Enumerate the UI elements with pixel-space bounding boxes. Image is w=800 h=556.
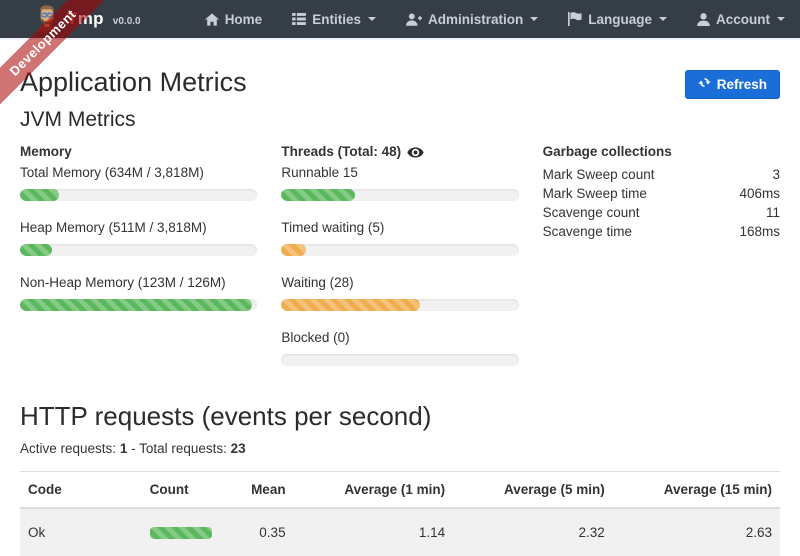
runnable-label: Runnable 15: [281, 165, 358, 180]
total-requests-value: 23: [230, 441, 246, 456]
active-requests-value: 1: [119, 441, 128, 456]
nav-item-administration[interactable]: Administration: [405, 11, 539, 27]
meter-fill: [149, 526, 212, 539]
summary-separator: -: [131, 441, 136, 456]
home-icon: [204, 12, 219, 26]
timed-waiting-label: Timed waiting (5): [281, 220, 385, 235]
app-title: Tmp: [67, 9, 104, 29]
waiting-label: Waiting (28): [281, 275, 354, 290]
jvm-metrics-row: Memory Total Memory (634M / 3,818M) Heap…: [20, 144, 780, 385]
gc-label: Mark Sweep count: [542, 167, 655, 182]
cell-avg-1min: 1.14: [293, 508, 454, 556]
meter-fill: [20, 189, 60, 201]
meter-fill: [281, 244, 306, 256]
nonheap-memory-progressbar: [20, 299, 258, 311]
page-head: Application Metrics Refresh: [20, 67, 780, 99]
garbage-column: Garbage collections Mark Sweep count 3 M…: [543, 144, 780, 385]
gc-row-scavenge-count: Scavenge count 11: [543, 203, 780, 222]
user-plus-icon: [405, 12, 422, 26]
meter-fill: [20, 244, 52, 256]
cell-mean: 0.35: [232, 508, 294, 556]
gc-value: 406ms: [739, 186, 780, 201]
page-title: Application Metrics: [20, 67, 247, 97]
col-header-code: Code: [20, 471, 142, 509]
garbage-header: Garbage collections: [542, 144, 672, 159]
heap-memory-label: Heap Memory (511M / 3,818M): [20, 220, 207, 235]
th-list-icon: [292, 13, 307, 25]
gc-row-scavenge-time: Scavenge time 168ms: [543, 222, 780, 241]
refresh-button[interactable]: Refresh: [684, 70, 780, 99]
gc-value: 168ms: [739, 224, 780, 239]
gc-row-mark-sweep-time: Mark Sweep time 406ms: [543, 184, 780, 203]
total-memory-progressbar: [20, 189, 258, 201]
cell-count: [141, 508, 233, 556]
memory-header: Memory: [20, 144, 72, 159]
refresh-label: Refresh: [716, 76, 767, 92]
chevron-down-icon: [367, 17, 376, 21]
nav-item-entities[interactable]: Entities: [292, 12, 376, 27]
navbar: Tmp v0.0.0 Home Entities: [0, 0, 800, 40]
runnable-progressbar: [281, 189, 519, 201]
http-requests-table: Code Count Mean Average (1 min) Average …: [20, 471, 780, 556]
table-row: Ok 0.35 1.14 2.32 2.63: [20, 508, 780, 556]
nav-item-language[interactable]: Language: [568, 12, 667, 27]
cell-avg-15min: 2.63: [612, 508, 780, 556]
nav-label: Administration: [427, 11, 524, 27]
gc-label: Scavenge time: [542, 224, 632, 239]
nav-label: Entities: [312, 11, 361, 27]
table-header-row: Code Count Mean Average (1 min) Average …: [20, 471, 780, 509]
eye-icon[interactable]: [407, 147, 424, 158]
blocked-label: Blocked (0): [281, 330, 350, 345]
app-title-first-letter: T: [67, 9, 78, 28]
blocked-progressbar: [281, 354, 519, 366]
nav-item-home[interactable]: Home: [204, 11, 263, 27]
col-header-avg-1min: Average (1 min): [293, 471, 454, 509]
gc-value: 11: [765, 205, 780, 220]
brand[interactable]: Tmp v0.0.0: [34, 3, 141, 36]
nav-label: Account: [716, 11, 770, 27]
col-header-avg-15min: Average (15 min): [612, 471, 780, 509]
total-memory-label: Total Memory (634M / 3,818M): [20, 165, 204, 180]
threads-header: Threads (Total: 48): [281, 144, 402, 159]
col-header-count: Count: [141, 471, 233, 509]
chevron-down-icon: [777, 17, 785, 21]
nav-item-account[interactable]: Account: [697, 12, 785, 27]
meter-fill: [281, 189, 356, 201]
cell-code: Ok: [20, 508, 142, 556]
meter-fill: [20, 299, 252, 311]
refresh-icon: [698, 76, 711, 92]
timed-waiting-progressbar: [281, 244, 519, 256]
active-requests-label: Active requests:: [20, 441, 117, 456]
heap-memory-progressbar: [20, 244, 258, 256]
flag-icon: [568, 12, 582, 26]
threads-column: Threads (Total: 48) Runnable 15 Timed wa…: [281, 144, 519, 385]
gc-label: Scavenge count: [542, 205, 640, 220]
cell-avg-5min: 2.32: [453, 508, 613, 556]
hipster-avatar-logo: [34, 3, 60, 36]
chevron-down-icon: [530, 17, 539, 21]
gc-row-mark-sweep-count: Mark Sweep count 3: [543, 165, 780, 184]
meter-fill: [281, 299, 420, 311]
nonheap-memory-label: Non-Heap Memory (123M / 126M): [20, 275, 226, 290]
col-header-mean: Mean: [232, 471, 294, 509]
total-requests-label: Total requests:: [139, 441, 227, 456]
http-requests-title: HTTP requests (events per second): [20, 401, 432, 431]
requests-summary: Active requests: 1 - Total requests: 23: [20, 441, 780, 456]
user-icon: [697, 12, 710, 26]
gc-label: Mark Sweep time: [542, 186, 647, 201]
nav-label: Home: [224, 11, 263, 27]
waiting-progressbar: [281, 299, 519, 311]
chevron-down-icon: [659, 17, 667, 21]
count-progressbar: [149, 526, 212, 539]
col-header-avg-5min: Average (5 min): [453, 471, 613, 509]
jvm-metrics-title: JVM Metrics: [20, 108, 136, 131]
nav-menu: Home Entities Administration: [204, 11, 785, 27]
main-content: Application Metrics Refresh JVM Metrics …: [0, 67, 800, 556]
nav-label: Language: [588, 11, 652, 27]
gc-value: 3: [772, 167, 780, 182]
memory-column: Memory Total Memory (634M / 3,818M) Heap…: [20, 144, 258, 385]
app-title-rest: mp: [77, 9, 104, 28]
app-version: v0.0.0: [112, 15, 141, 27]
